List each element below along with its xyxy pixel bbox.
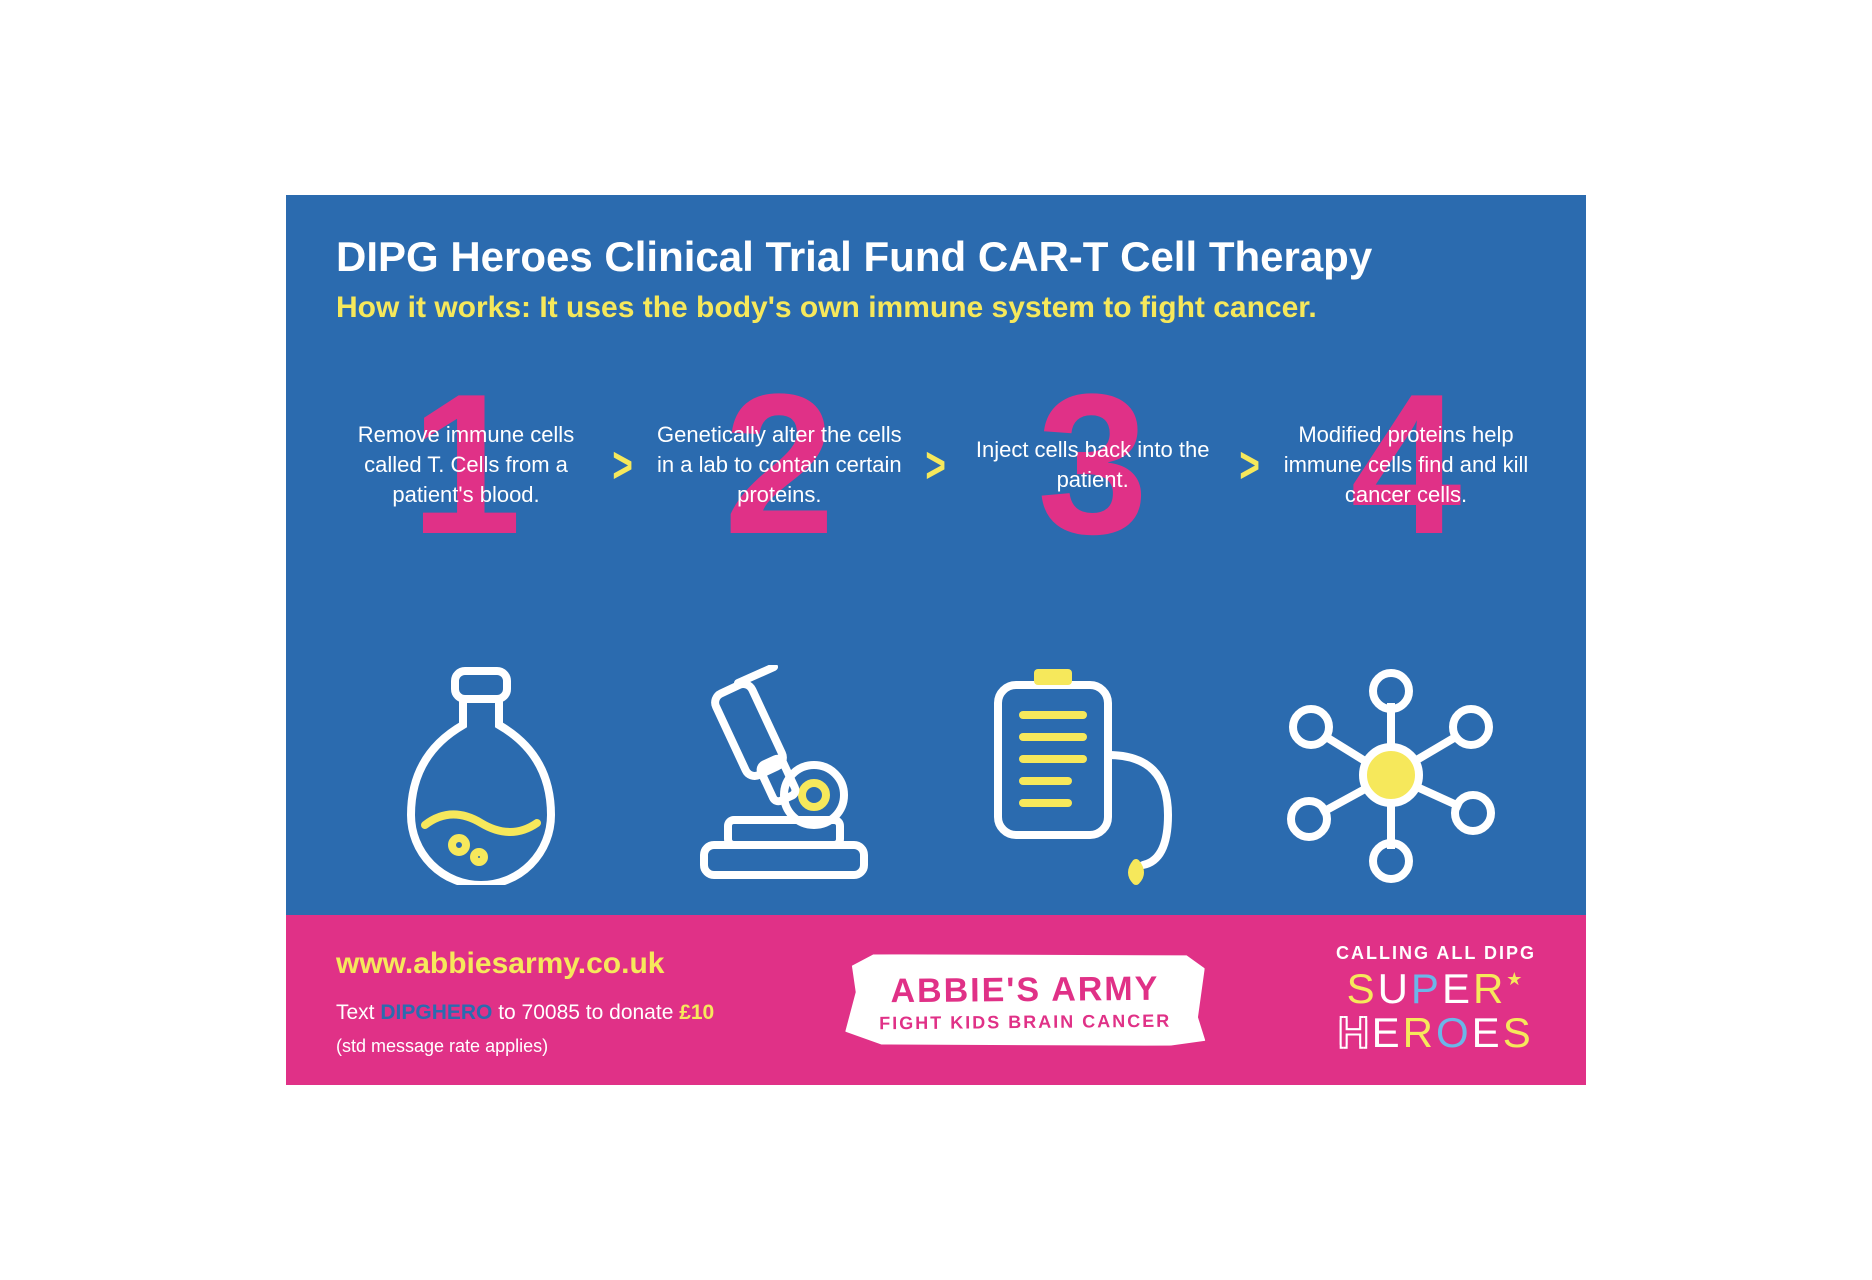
badge-line3: HEROES <box>1336 1011 1536 1055</box>
step-text: Remove immune cells called T. Cells from… <box>336 420 596 509</box>
main-panel: DIPG Heroes Clinical Trial Fund CAR-T Ce… <box>286 195 1586 915</box>
donate-code: DIPGHERO <box>380 1001 492 1024</box>
brand-title: ABBIE'S ARMY <box>879 970 1171 1012</box>
donate-instruction: Text DIPGHERO to 70085 to donate £10 <box>336 995 714 1031</box>
microscope-icon <box>659 665 909 885</box>
steps-row: 1 Remove immune cells called T. Cells fr… <box>336 365 1536 565</box>
superheroes-badge: CALLING ALL DIPG SUPER★ HEROES <box>1336 944 1536 1055</box>
step-text: Modified proteins help immune cells find… <box>1276 420 1536 509</box>
step-2: 2 Genetically alter the cells in a lab t… <box>649 365 909 565</box>
step-3: 3 Inject cells back into the patient. <box>963 365 1223 565</box>
footer-contact: www.abbiesarmy.co.uk Text DIPGHERO to 70… <box>336 938 714 1061</box>
flask-icon <box>356 665 606 885</box>
step-text: Genetically alter the cells in a lab to … <box>649 420 909 509</box>
step-1: 1 Remove immune cells called T. Cells fr… <box>336 365 596 565</box>
donate-amount: £10 <box>679 1001 714 1024</box>
molecule-icon <box>1266 665 1516 885</box>
infographic-poster: DIPG Heroes Clinical Trial Fund CAR-T Ce… <box>286 195 1586 1085</box>
footer: www.abbiesarmy.co.uk Text DIPGHERO to 70… <box>286 915 1586 1085</box>
step-4: 4 Modified proteins help immune cells fi… <box>1276 365 1536 565</box>
arrow-icon: > <box>926 440 946 490</box>
brand-subtitle: FIGHT KIDS BRAIN CANCER <box>879 1011 1171 1035</box>
arrow-icon: > <box>612 440 632 490</box>
main-title: DIPG Heroes Clinical Trial Fund CAR-T Ce… <box>336 233 1536 281</box>
brush-background: ABBIE'S ARMY FIGHT KIDS BRAIN CANCER <box>845 951 1206 1048</box>
website-url[interactable]: www.abbiesarmy.co.uk <box>336 938 714 989</box>
icons-row <box>336 605 1536 885</box>
iv-drip-icon <box>963 665 1213 885</box>
disclaimer: (std message rate applies) <box>336 1031 714 1062</box>
badge-line1: CALLING ALL DIPG <box>1336 944 1536 963</box>
badge-line2: SUPER★ <box>1336 967 1536 1011</box>
brand-logo: ABBIE'S ARMY FIGHT KIDS BRAIN CANCER <box>805 953 1245 1047</box>
subtitle: How it works: It uses the body's own imm… <box>336 291 1536 325</box>
arrow-icon: > <box>1239 440 1259 490</box>
step-text: Inject cells back into the patient. <box>963 435 1223 494</box>
